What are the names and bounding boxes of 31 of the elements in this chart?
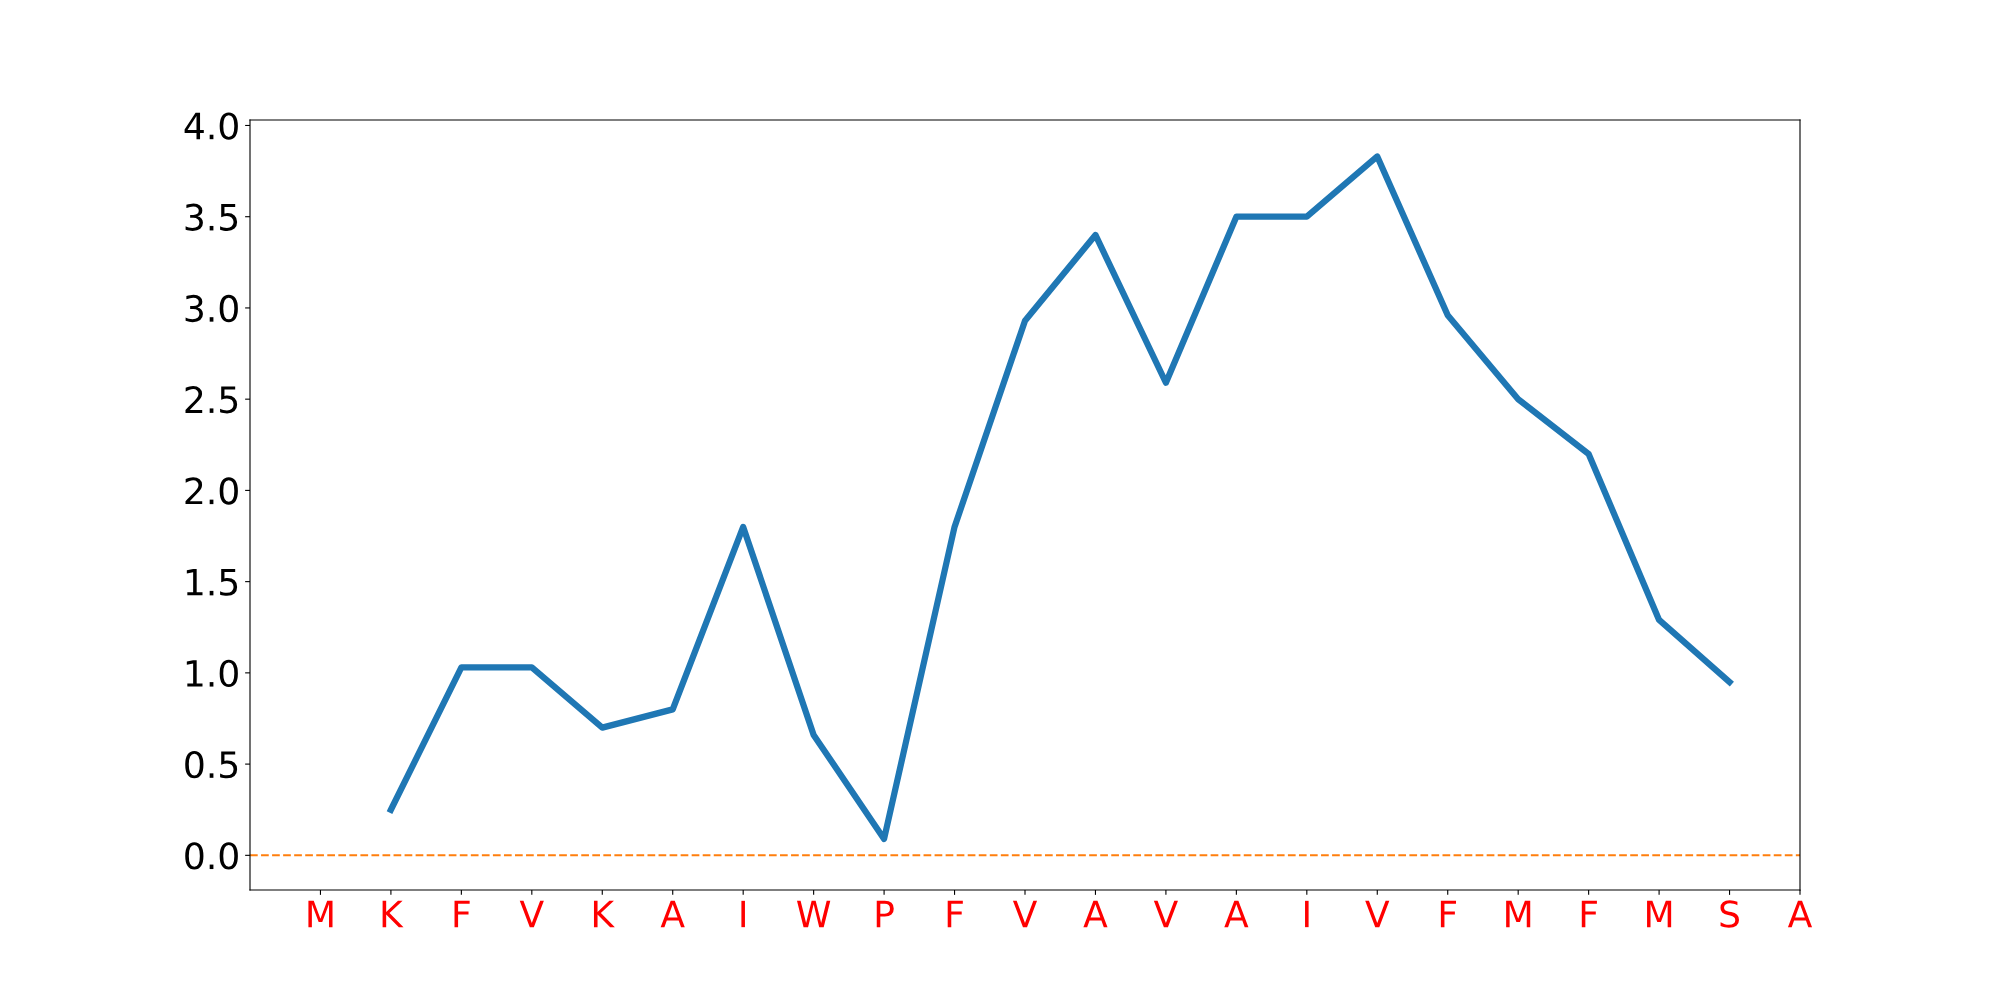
x-tick-label: A [660,900,685,928]
x-tick-label: K [593,900,615,928]
y-tick-label: 2.0 [185,477,238,505]
x-tick-label: W [796,900,831,928]
x-tick-label: V [1365,900,1390,928]
x-tick-label: V [1153,900,1178,928]
x-tick-label: F [1440,900,1457,928]
x-tick-label: I [741,900,745,928]
y-tick-label: 0.0 [185,842,238,870]
x-tick-label: V [1012,900,1038,928]
y-tick-label: 1.5 [186,569,238,596]
x-tick-label: P [876,900,894,928]
x-tick-label: S [1720,900,1739,928]
x-tick-label: F [1581,900,1597,928]
x-tick-label: I [1305,900,1309,928]
y-tick-label: 2.5 [185,386,238,414]
x-tick-label: A [1083,900,1108,928]
x-tick-label: F [454,900,470,928]
x-tick-label: V [519,900,544,928]
x-tick-label: F [947,900,963,928]
y-tick-label: 3.0 [185,294,238,323]
y-tick-label: 0.5 [185,751,238,779]
y-tick-label: 1.0 [186,659,238,688]
x-tick-label: M [1506,900,1531,928]
x-tick-label: M [308,900,333,928]
x-tick-label: A [1224,900,1249,928]
y-tick-label: 3.5 [185,203,238,231]
x-tick-label: K [382,900,404,928]
x-tick-label: M [1647,900,1672,928]
x-tick-label: A [1787,900,1813,928]
y-tick-label: 4.0 [184,112,238,140]
